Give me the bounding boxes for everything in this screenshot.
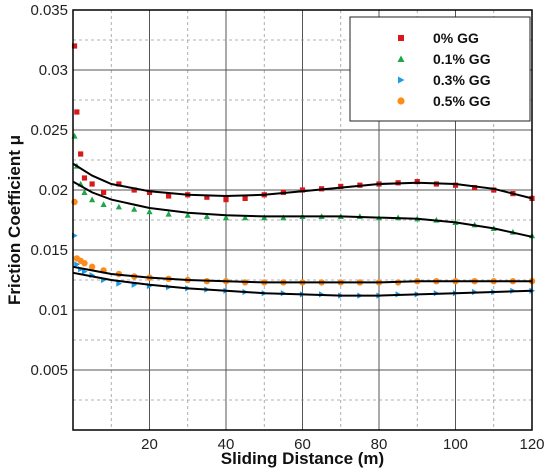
data-point	[81, 260, 88, 267]
data-point	[115, 203, 122, 210]
data-point	[146, 208, 153, 215]
y-tick-label: 0.03	[39, 62, 68, 79]
fit-line	[72, 271, 533, 297]
data-point	[165, 210, 172, 217]
data-point	[116, 181, 122, 187]
x-tick-label: 40	[218, 436, 235, 453]
y-tick-label: 0.015	[30, 242, 68, 259]
series-3	[71, 198, 536, 286]
data-point	[89, 181, 95, 187]
x-tick-labels: 20 40 60 80 100 120	[141, 436, 544, 453]
data-point	[338, 183, 344, 189]
data-point	[184, 212, 191, 218]
data-point	[89, 196, 96, 203]
data-point	[74, 109, 80, 115]
legend-label: 0.1% GG	[433, 51, 491, 67]
data-point	[81, 175, 88, 181]
data-point	[146, 189, 153, 195]
y-tick-labels: 0.005 0.01 0.015 0.02 0.025 0.03 0.035	[30, 2, 68, 379]
fit-line	[72, 180, 533, 238]
legend-marker	[398, 76, 405, 84]
y-axis-title: Friction Coefficient μ	[5, 135, 24, 305]
data-point	[203, 213, 210, 219]
fit-line	[72, 162, 533, 200]
data-point	[100, 201, 107, 207]
legend-box	[349, 16, 531, 122]
data-point	[223, 197, 229, 203]
data-point	[101, 189, 107, 195]
plot-frame	[72, 9, 533, 431]
x-tick-label: 100	[443, 436, 468, 453]
legend-label: 0% GG	[433, 30, 479, 46]
data-point	[222, 214, 230, 221]
x-axis-title: Sliding Distance (m)	[221, 449, 384, 468]
data-point	[299, 187, 306, 193]
fit-line	[72, 265, 532, 284]
data-point	[78, 151, 84, 157]
x-tick-label: 80	[371, 436, 388, 453]
legend-label: 0.3% GG	[433, 72, 491, 88]
data-point	[452, 182, 459, 188]
data-point	[131, 206, 138, 212]
y-tick-label: 0.01	[39, 302, 68, 319]
data-point	[166, 193, 172, 199]
data-point	[414, 179, 420, 185]
data-point	[131, 187, 137, 193]
legend: 0% GG 0.1% GG 0.3% GG 0.5% GG	[349, 16, 531, 122]
x-tick-label: 20	[141, 436, 158, 453]
series-2	[71, 232, 536, 299]
legend-marker	[398, 35, 404, 41]
y-tick-label: 0.025	[30, 122, 68, 139]
y-tick-label: 0.005	[30, 362, 68, 379]
x-tick-label: 120	[519, 436, 544, 453]
data-point	[74, 261, 80, 268]
data-point	[81, 268, 88, 275]
legend-marker	[397, 55, 405, 62]
data-point	[88, 263, 96, 270]
data-point	[242, 195, 248, 201]
data-point	[472, 185, 478, 191]
data-point	[242, 214, 249, 221]
y-tick-label: 0.02	[39, 182, 68, 199]
y-tick-label: 0.035	[30, 2, 68, 19]
data-point	[81, 189, 88, 195]
data-point	[71, 43, 78, 49]
fit-lines	[72, 162, 533, 297]
data-point	[491, 187, 497, 193]
legend-label: 0.5% GG	[433, 93, 491, 109]
x-tick-label: 60	[294, 436, 311, 453]
data-point	[116, 280, 122, 287]
legend-marker	[397, 97, 405, 105]
data-point	[204, 194, 210, 200]
